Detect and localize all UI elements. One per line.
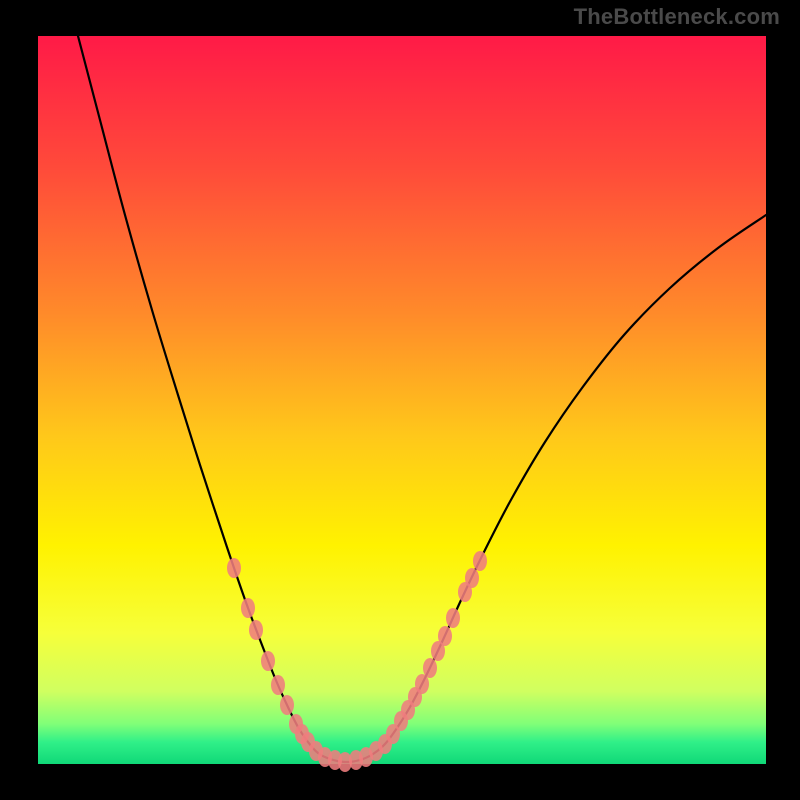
data-marker	[241, 598, 255, 618]
data-marker	[465, 568, 479, 588]
data-marker	[423, 658, 437, 678]
data-marker	[446, 608, 460, 628]
data-marker	[249, 620, 263, 640]
data-marker	[438, 626, 452, 646]
data-marker	[271, 675, 285, 695]
gradient-background	[38, 36, 766, 764]
data-marker	[227, 558, 241, 578]
data-marker	[280, 695, 294, 715]
data-marker	[261, 651, 275, 671]
chart-svg	[0, 0, 800, 800]
bottleneck-chart: TheBottleneck.com	[0, 0, 800, 800]
data-marker	[415, 674, 429, 694]
data-marker	[473, 551, 487, 571]
watermark-text: TheBottleneck.com	[574, 4, 780, 30]
